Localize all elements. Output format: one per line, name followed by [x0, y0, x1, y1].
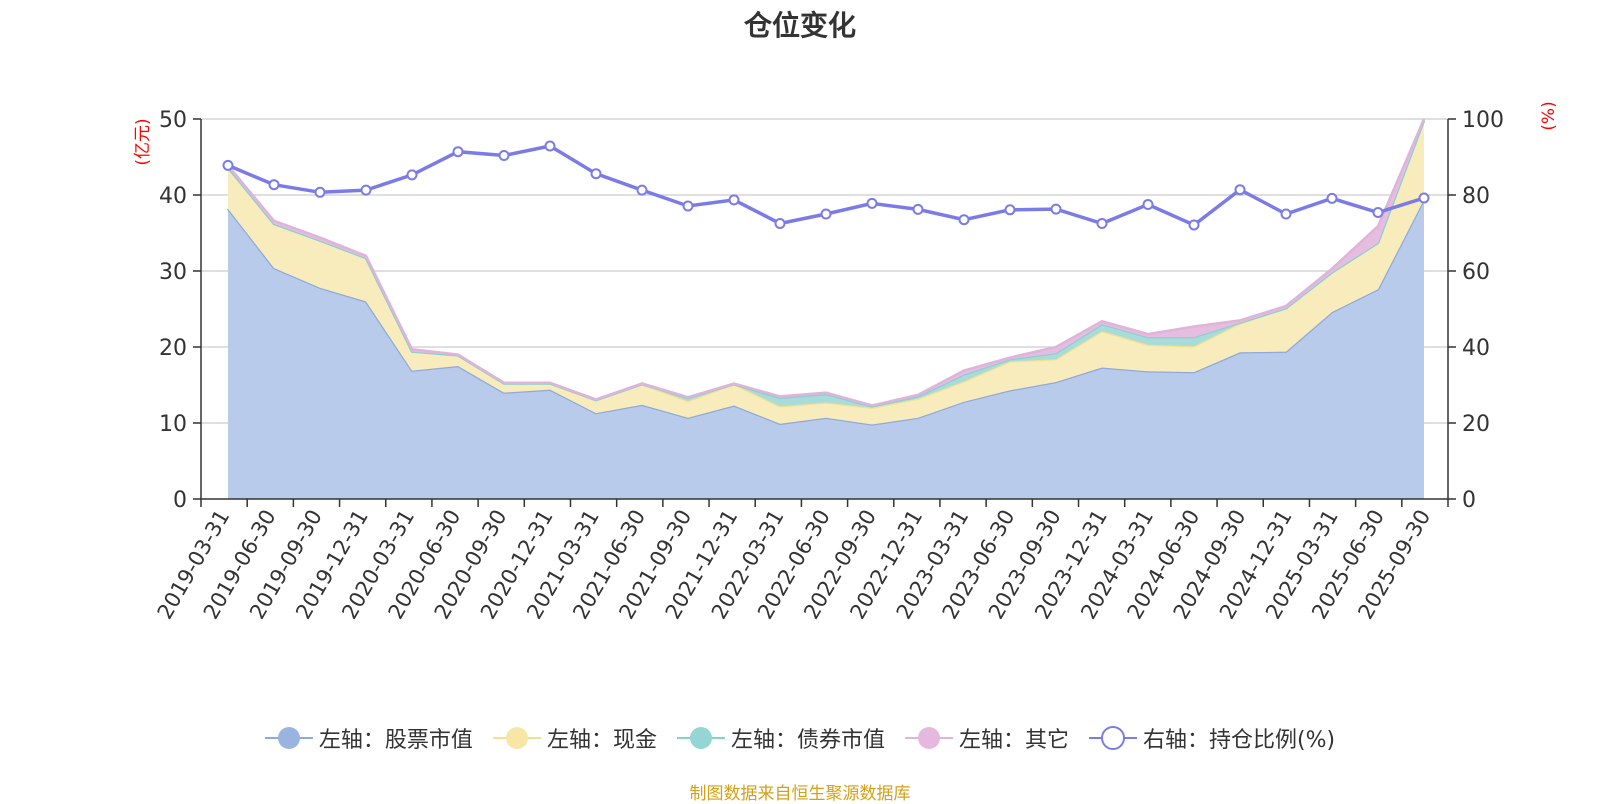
ratio-point [682, 200, 694, 212]
legend-stock-label: 左轴：股票市值 [318, 728, 473, 753]
right-tick-label: 40 [1462, 336, 1490, 361]
legend-item-ratio[interactable]: 右轴：持仓比例(%) [1088, 722, 1336, 754]
ratio-point [1326, 192, 1338, 204]
ratio-point [222, 159, 234, 171]
left-tick-label: 40 [159, 184, 187, 209]
left-tick-label: 30 [159, 260, 187, 285]
ratio-point [590, 168, 602, 180]
right-tick-label: 0 [1462, 488, 1476, 513]
legend-stock-icon [264, 727, 313, 749]
ratio-point [1372, 207, 1384, 218]
stacked-areas [227, 118, 1426, 499]
chart-title: 仓位变化 [743, 9, 856, 42]
ratio-point [774, 218, 786, 229]
legend-ratio-icon [1088, 726, 1137, 750]
ratio-point [452, 146, 464, 158]
ratio-point [268, 179, 280, 191]
ratio-point [498, 150, 510, 161]
ratio-point [1142, 199, 1154, 210]
area-series-0 [228, 199, 1424, 499]
legend-cash-label: 左轴：现金 [546, 728, 657, 753]
left-tick-label: 20 [159, 336, 187, 361]
right-tick-label: 100 [1462, 108, 1504, 133]
ratio-point [360, 184, 372, 196]
area-edge-3 [227, 118, 1426, 407]
ratio-point [1280, 208, 1292, 220]
legend-ratio-label: 右轴：持仓比例(%) [1142, 728, 1336, 753]
legend-item-stock[interactable]: 左轴：股票市值 [264, 722, 473, 754]
left-axis-unit: (亿元) [133, 118, 153, 165]
area-series-2 [228, 120, 1424, 408]
source-note: 制图数据来自恒生聚源数据库 [689, 784, 911, 804]
legend-other-label: 左轴：其它 [958, 728, 1069, 753]
legend-bond-label: 左轴：债券市值 [730, 728, 885, 753]
ratio-point [544, 140, 556, 152]
ratio-point [406, 169, 418, 181]
ratio-point [314, 186, 326, 198]
left-tick-label: 10 [159, 412, 187, 437]
ratio-point [636, 184, 648, 196]
ratio-point [1418, 192, 1430, 204]
legend-bond-icon [676, 727, 725, 749]
ratio-point [1234, 184, 1246, 196]
ratio-point [1050, 203, 1062, 215]
ratio-point [958, 214, 970, 226]
ratio-point [728, 194, 740, 206]
legend-item-bond[interactable]: 左轴：债券市值 [676, 722, 885, 754]
legend-other-icon [904, 727, 953, 749]
left-tick-label: 50 [159, 108, 187, 133]
ratio-point [1004, 204, 1016, 216]
left-tick-label: 0 [173, 488, 187, 513]
ratio-point [1096, 218, 1108, 229]
legend: 左轴：股票市值 左轴：现金 左轴：债券市值 左轴：其它 右轴：持仓比例(%) [0, 722, 1600, 754]
legend-item-cash[interactable]: 左轴：现金 [492, 722, 657, 754]
right-axis-unit: (%) [1539, 101, 1559, 130]
right-tick-label: 60 [1462, 260, 1490, 285]
ratio-point [820, 208, 832, 220]
right-tick-label: 80 [1462, 184, 1490, 209]
legend-item-other[interactable]: 左轴：其它 [904, 722, 1069, 754]
right-tick-label: 20 [1462, 412, 1490, 437]
ratio-point [1188, 219, 1200, 231]
ratio-point [912, 203, 924, 215]
ratio-point [866, 197, 878, 209]
position-ratio-line [222, 140, 1430, 231]
legend-cash-icon [492, 727, 541, 749]
area-series-1 [228, 120, 1424, 425]
